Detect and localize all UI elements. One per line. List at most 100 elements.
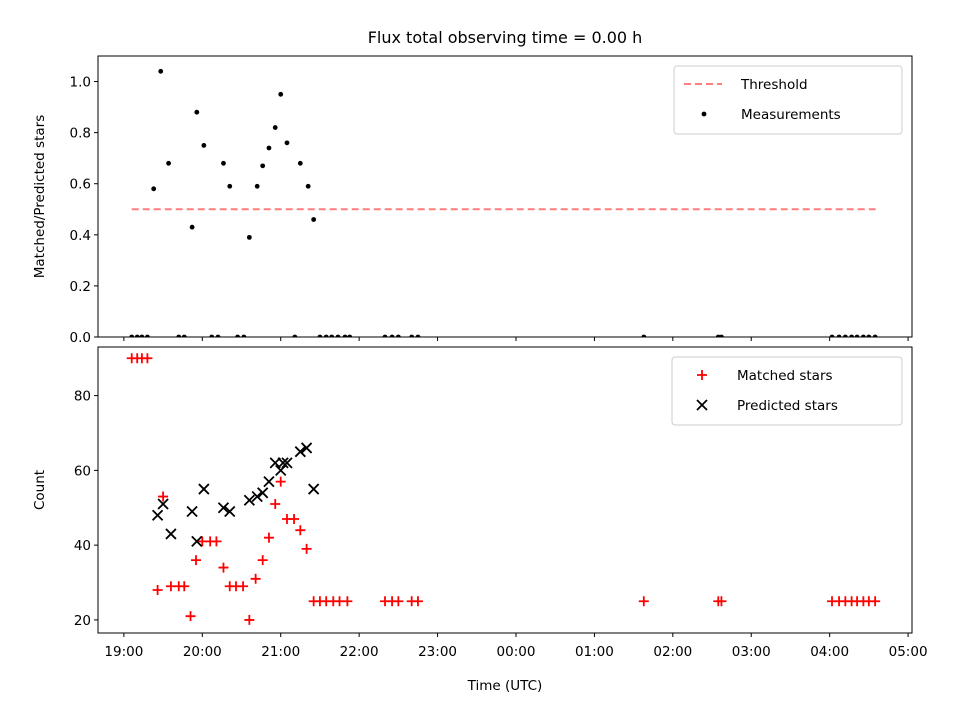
data-point <box>185 611 196 622</box>
data-point <box>166 160 171 166</box>
data-point <box>300 442 313 454</box>
data-point <box>389 334 395 337</box>
data-point <box>224 505 236 518</box>
data-point <box>243 494 255 506</box>
data-point <box>872 334 878 337</box>
series-measurements <box>129 68 878 337</box>
x-tick-label: 23:00 <box>418 644 457 660</box>
data-point <box>152 585 163 596</box>
data-point <box>194 109 200 115</box>
data-point <box>301 543 312 554</box>
data-point <box>342 596 353 607</box>
data-point <box>263 475 275 488</box>
data-point <box>829 334 835 337</box>
data-point <box>719 334 724 337</box>
x-tick-label: 00:00 <box>497 644 536 660</box>
y-tick-label: 0.4 <box>70 228 91 244</box>
data-point <box>257 555 268 566</box>
data-point <box>142 353 153 364</box>
data-point <box>305 183 311 189</box>
legend: Threshold Measurements <box>673 65 903 135</box>
data-point <box>701 111 707 117</box>
data-point <box>139 334 145 337</box>
data-point <box>151 509 164 521</box>
data-point <box>866 334 872 337</box>
legend-box <box>671 356 903 426</box>
x-tick-label: 21:00 <box>261 644 300 660</box>
data-point <box>179 581 190 592</box>
data-point <box>275 476 286 487</box>
data-point <box>842 334 848 337</box>
data-point <box>191 535 203 548</box>
plot-area <box>126 353 881 625</box>
data-point <box>278 91 284 97</box>
data-point <box>395 334 401 337</box>
data-point <box>854 334 860 337</box>
data-point <box>638 596 649 607</box>
data-point <box>238 581 249 592</box>
x-tick-label: 01:00 <box>575 644 614 660</box>
data-point <box>191 555 202 566</box>
x-axis-label: Time (UTC) <box>467 678 543 694</box>
data-point <box>849 334 855 337</box>
plot-area <box>129 68 878 337</box>
data-point <box>409 334 415 337</box>
data-point <box>294 446 306 458</box>
data-point <box>218 562 229 573</box>
x-tick-label: 20:00 <box>183 644 222 660</box>
data-point <box>415 334 421 337</box>
data-point <box>186 505 198 518</box>
data-point <box>716 596 727 607</box>
data-point <box>335 334 341 337</box>
x-tick-label: 02:00 <box>653 644 692 660</box>
data-point <box>323 334 329 337</box>
data-point <box>241 334 247 337</box>
data-point <box>697 370 707 380</box>
data-point <box>347 334 353 337</box>
series-matched-stars <box>126 353 881 625</box>
data-point <box>134 334 140 337</box>
data-point <box>215 334 221 337</box>
x-tick-label: 04:00 <box>810 644 849 660</box>
data-point <box>289 513 300 524</box>
plot-frame <box>97 346 913 634</box>
y-axis-label: Matched/Predicted stars <box>32 115 48 278</box>
data-point <box>836 334 842 337</box>
data-point <box>246 234 252 240</box>
data-point <box>201 143 207 148</box>
legend-box <box>673 65 903 135</box>
data-point <box>151 186 157 192</box>
x-tick-label: 19:00 <box>104 644 143 660</box>
legend: Matched stars Predicted stars <box>671 356 903 426</box>
data-point <box>221 160 226 166</box>
data-point <box>270 499 281 510</box>
data-point <box>311 217 317 222</box>
data-point <box>696 399 708 411</box>
data-point <box>266 145 272 151</box>
data-point <box>870 596 881 607</box>
data-point <box>250 573 261 584</box>
data-point <box>272 125 278 130</box>
data-point <box>292 334 298 337</box>
data-point <box>211 536 222 547</box>
data-point <box>145 334 150 337</box>
data-point <box>244 614 255 625</box>
data-point <box>342 334 348 337</box>
data-point <box>284 140 290 146</box>
data-point <box>158 491 169 502</box>
data-point <box>217 502 230 514</box>
data-point <box>297 160 303 166</box>
data-point <box>181 334 187 337</box>
legend-label: Predicted stars <box>737 398 838 414</box>
data-point <box>257 487 269 499</box>
legend-label: Threshold <box>740 77 808 93</box>
data-point <box>263 532 274 543</box>
y-tick-label: 0.0 <box>70 330 91 346</box>
data-point <box>165 528 177 540</box>
y-axis-label: Count <box>32 470 48 510</box>
data-point <box>329 334 335 337</box>
y-tick-label: 0.8 <box>70 126 91 142</box>
data-point <box>281 457 293 469</box>
data-point <box>129 334 135 337</box>
y-tick-label: 0.6 <box>70 177 91 193</box>
